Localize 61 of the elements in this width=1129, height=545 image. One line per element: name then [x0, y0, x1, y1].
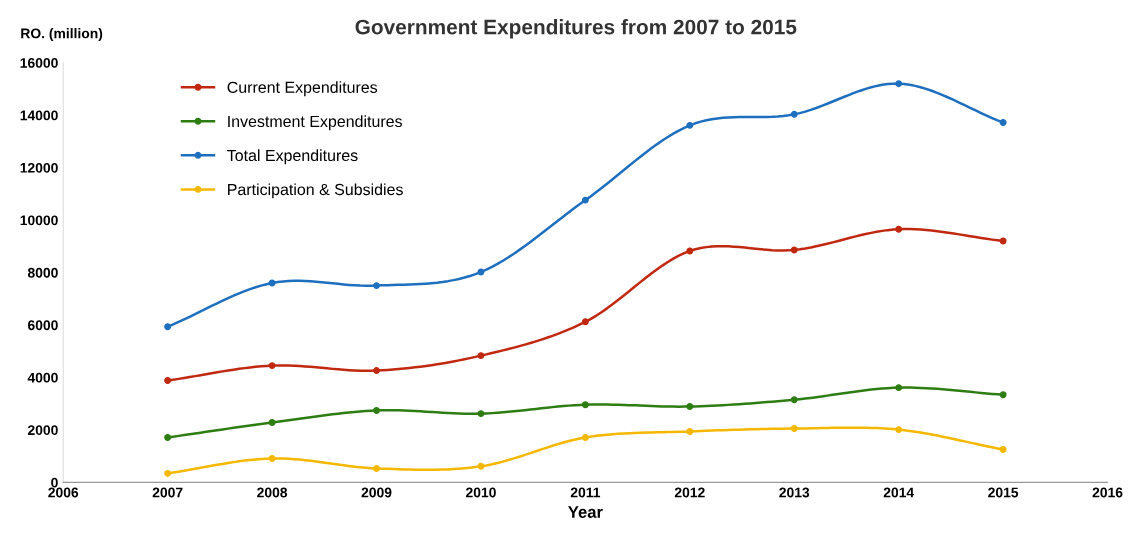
x-tick-label: 2011: [570, 487, 601, 498]
point: [373, 282, 380, 290]
point: [268, 419, 276, 426]
point: [999, 446, 1007, 454]
x-tick-label: 2016: [1092, 487, 1123, 498]
point: [164, 323, 172, 331]
point: [164, 377, 172, 385]
point: [686, 403, 694, 410]
y-tick-label: 16000: [20, 58, 58, 68]
y-tick-label: 6000: [27, 320, 58, 331]
point: [164, 469, 172, 477]
point: [790, 425, 798, 433]
x-tick-label: 2010: [465, 487, 496, 498]
x-tick-label: 2012: [674, 487, 705, 498]
legend-label: Current Expenditures: [227, 81, 378, 97]
point: [999, 237, 1007, 245]
point: [895, 426, 903, 434]
y-axis-title: RO. (million): [21, 28, 103, 42]
point: [581, 401, 589, 409]
legend-label: Participation & Subsidies: [228, 183, 403, 199]
y-tick-label: 8000: [27, 267, 58, 278]
point: [373, 367, 380, 375]
x-tick-label: 2015: [988, 487, 1019, 498]
x-tick-label: 2007: [152, 487, 183, 498]
y-tick-label: 12000: [20, 162, 58, 173]
point: [895, 80, 903, 88]
point: [790, 246, 798, 254]
point: [686, 427, 694, 435]
point: [581, 318, 589, 326]
x-axis-title: Year: [568, 506, 603, 518]
point: [268, 454, 276, 462]
point: [686, 247, 694, 255]
y-tick-label: 10000: [20, 215, 58, 226]
point: [477, 352, 485, 360]
point: [581, 196, 589, 204]
point: [895, 225, 903, 233]
x-tick-label: 2009: [361, 487, 392, 498]
y-tick-label: 14000: [20, 110, 58, 121]
point: [268, 362, 276, 370]
point: [164, 434, 172, 441]
point: [790, 396, 798, 404]
legend-label: Investment Expenditures: [228, 115, 402, 131]
y-tick-label: 2000: [27, 425, 58, 436]
point: [686, 121, 694, 129]
y-tick-label: 4000: [27, 372, 58, 383]
point: [477, 462, 485, 470]
point: [790, 110, 798, 118]
point: [999, 391, 1007, 399]
point: [999, 119, 1007, 126]
point: [477, 410, 485, 418]
x-tick-label: 2013: [779, 487, 810, 498]
point: [373, 406, 380, 414]
y-tick-label: 0: [51, 477, 58, 488]
point: [581, 434, 589, 441]
legend-label: Total Expenditures: [227, 149, 358, 165]
point: [895, 384, 903, 392]
point: [373, 464, 380, 472]
x-tick-label: 2008: [257, 487, 288, 498]
x-tick-label: 2006: [48, 487, 79, 498]
chart-title: Government Expenditures from 2007 to 2015: [355, 19, 797, 39]
x-tick-label: 2014: [883, 487, 915, 498]
